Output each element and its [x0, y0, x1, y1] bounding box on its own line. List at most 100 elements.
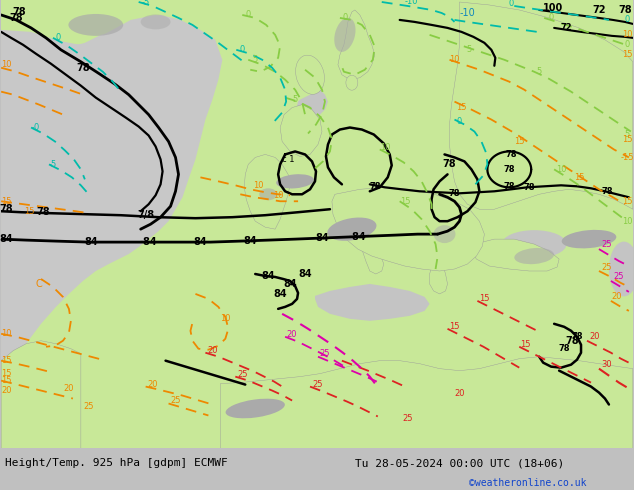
- Text: 25: 25: [614, 272, 624, 281]
- Text: 0: 0: [624, 40, 630, 49]
- Text: c 1: c 1: [282, 155, 294, 164]
- Text: 78: 78: [571, 332, 583, 341]
- Text: 0: 0: [342, 13, 347, 23]
- Text: 15: 15: [621, 50, 632, 59]
- Ellipse shape: [327, 218, 377, 241]
- Text: 100: 100: [543, 3, 563, 13]
- Polygon shape: [315, 284, 430, 321]
- Text: 78: 78: [449, 189, 460, 198]
- Ellipse shape: [346, 75, 358, 90]
- Text: 84: 84: [84, 237, 98, 247]
- Text: 25: 25: [320, 349, 330, 358]
- Text: 84: 84: [243, 236, 257, 246]
- Text: 78: 78: [601, 187, 612, 196]
- Text: 10: 10: [380, 143, 391, 152]
- Text: 78: 78: [76, 63, 89, 73]
- Text: 15: 15: [1, 356, 11, 365]
- Text: 20: 20: [63, 384, 74, 393]
- Text: 10: 10: [273, 191, 283, 200]
- Text: 78: 78: [10, 13, 23, 23]
- Text: 10: 10: [220, 314, 231, 323]
- Ellipse shape: [295, 55, 325, 94]
- Text: 15: 15: [450, 322, 460, 331]
- Text: 84: 84: [283, 279, 297, 289]
- Text: 84: 84: [298, 269, 312, 279]
- Text: ©weatheronline.co.uk: ©weatheronline.co.uk: [469, 478, 586, 488]
- Ellipse shape: [434, 225, 455, 243]
- Ellipse shape: [609, 242, 634, 296]
- Ellipse shape: [68, 14, 123, 36]
- Text: -10: -10: [460, 8, 476, 18]
- Text: 25: 25: [403, 414, 413, 423]
- Text: 20: 20: [287, 330, 297, 339]
- Text: 78: 78: [524, 183, 535, 192]
- Text: Tu 28-05-2024 00:00 UTC (18+06): Tu 28-05-2024 00:00 UTC (18+06): [355, 458, 564, 468]
- Text: 30: 30: [602, 360, 612, 369]
- Text: 15: 15: [520, 340, 531, 349]
- Ellipse shape: [334, 18, 356, 52]
- Ellipse shape: [562, 230, 616, 248]
- Polygon shape: [472, 239, 559, 271]
- Text: 10: 10: [1, 329, 11, 338]
- Text: 5: 5: [292, 95, 298, 104]
- Text: 25: 25: [84, 402, 94, 411]
- Text: -84: -84: [140, 237, 157, 247]
- Text: 20: 20: [590, 332, 600, 341]
- Text: 10: 10: [450, 55, 460, 64]
- Text: 15: 15: [1, 376, 11, 385]
- Text: 15: 15: [514, 137, 524, 146]
- Text: -5: -5: [49, 160, 57, 169]
- Polygon shape: [244, 154, 290, 229]
- Text: 78: 78: [36, 207, 50, 217]
- Text: C: C: [36, 279, 42, 289]
- Text: 0: 0: [548, 13, 553, 23]
- Text: 20: 20: [207, 346, 217, 355]
- Text: 15: 15: [401, 197, 411, 206]
- Text: 10: 10: [556, 165, 566, 174]
- Text: 15: 15: [574, 173, 585, 182]
- Polygon shape: [1, 15, 221, 448]
- Polygon shape: [356, 205, 384, 274]
- Polygon shape: [338, 10, 375, 80]
- Text: 78: 78: [369, 182, 380, 191]
- Polygon shape: [430, 254, 448, 294]
- Text: 0: 0: [240, 45, 245, 54]
- Text: 0: 0: [624, 15, 630, 24]
- Text: 10: 10: [1, 60, 11, 69]
- Text: -10: -10: [405, 0, 418, 6]
- Text: 15: 15: [456, 103, 467, 112]
- Text: 78: 78: [618, 5, 631, 15]
- Text: 78: 78: [503, 165, 515, 174]
- Polygon shape: [1, 15, 223, 398]
- Text: 25: 25: [171, 396, 181, 405]
- Polygon shape: [221, 357, 633, 448]
- Text: -0: -0: [32, 123, 40, 132]
- Text: 0: 0: [55, 33, 61, 42]
- Text: 25: 25: [602, 240, 612, 248]
- Text: 5: 5: [467, 45, 472, 54]
- Text: 10: 10: [621, 217, 632, 226]
- Text: 78: 78: [12, 7, 26, 17]
- Text: 0: 0: [245, 10, 251, 20]
- Text: 84: 84: [193, 237, 207, 247]
- Ellipse shape: [276, 174, 314, 189]
- Text: 25: 25: [313, 380, 323, 389]
- Text: 72: 72: [560, 24, 572, 32]
- Text: 5: 5: [252, 55, 258, 64]
- Text: 20: 20: [1, 386, 11, 395]
- Polygon shape: [332, 187, 484, 271]
- Text: 0: 0: [457, 117, 462, 126]
- Text: 7/8: 7/8: [137, 210, 154, 220]
- Text: 15: 15: [621, 197, 632, 206]
- Text: 78: 78: [559, 344, 570, 353]
- Text: 15: 15: [24, 207, 34, 216]
- Ellipse shape: [502, 230, 567, 258]
- Text: 78: 78: [0, 204, 13, 214]
- Text: 20: 20: [454, 389, 465, 398]
- Text: 84: 84: [261, 271, 275, 281]
- Text: 84: 84: [315, 233, 329, 243]
- Text: 0: 0: [508, 0, 514, 8]
- Text: 10: 10: [621, 30, 632, 39]
- Text: 78: 78: [443, 159, 456, 170]
- Text: 84: 84: [273, 289, 287, 299]
